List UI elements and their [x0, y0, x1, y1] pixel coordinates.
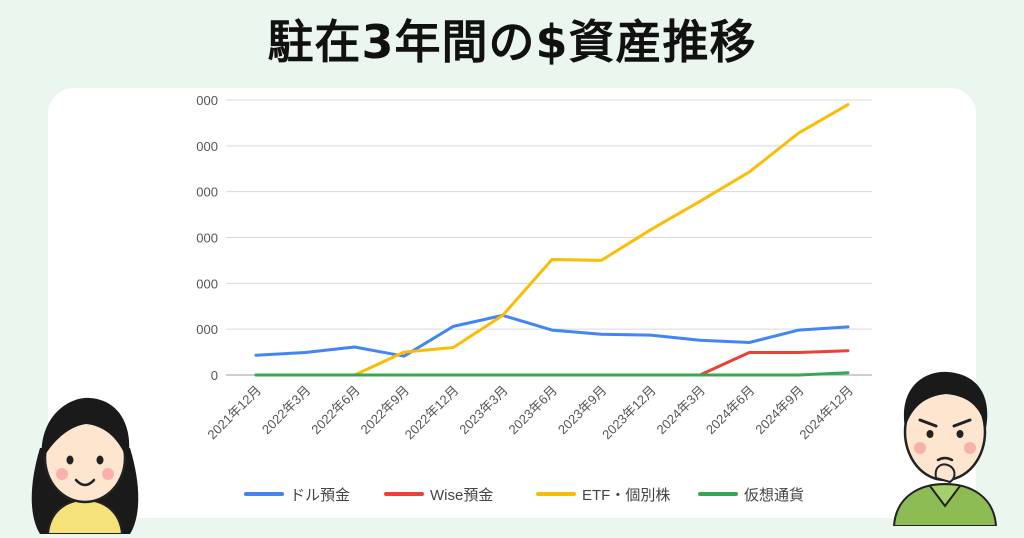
x-tick-label: 2022年12月	[402, 383, 462, 443]
man-collar	[929, 485, 961, 508]
x-tick-label: 2021年12月	[204, 383, 264, 443]
woman-eye-right	[96, 455, 104, 465]
x-tick-label: 2023年12月	[599, 383, 659, 443]
series-line-1	[698, 349, 850, 377]
legend-label: ドル預金	[290, 487, 350, 504]
series-line-2	[353, 103, 850, 377]
page-title: 駐在3年間の$資産推移	[267, 15, 757, 69]
y-tick-label: 0	[211, 368, 218, 383]
y-tick-label: 000	[196, 276, 218, 291]
man-hand	[934, 463, 956, 484]
woman-mouth	[74, 478, 96, 487]
man-brow-left	[918, 418, 938, 428]
woman-eye-left	[66, 455, 74, 465]
y-tick-label: 000	[196, 322, 218, 337]
man-brow-right	[952, 418, 972, 428]
y-tick-label: 000	[196, 185, 218, 200]
man-cheek-left	[914, 442, 926, 454]
series-line-3	[254, 371, 850, 377]
chart-card: 0 000 000 000 000 000 000 2021年12月 2022年3月 2022年…	[48, 88, 976, 518]
woman-avatar	[31, 397, 139, 534]
woman-cheek-right	[102, 468, 114, 480]
x-tick-label: 2024年6月	[703, 383, 758, 438]
legend-label: 仮想通貨	[744, 487, 804, 504]
man-hair	[903, 371, 988, 428]
man-avatar	[892, 371, 998, 526]
x-tick-label: 2022年3月	[259, 383, 314, 438]
legend-label: ETF・個別株	[582, 487, 670, 504]
x-tick-label: 2022年6月	[308, 383, 363, 438]
y-tick-label: 000	[196, 231, 218, 246]
x-tick-label: 2023年6月	[506, 383, 561, 438]
woman-hair-top	[41, 397, 130, 462]
x-tick-label: 2023年3月	[456, 383, 511, 438]
woman-cheek-left	[56, 468, 68, 480]
y-tick-label: 000	[196, 139, 218, 154]
man-mouth	[936, 456, 954, 462]
series-line-0	[254, 313, 850, 358]
man-eye-left	[926, 430, 934, 438]
x-tick-label: 2024年3月	[654, 383, 709, 438]
x-tick-label: 2024年12月	[796, 383, 856, 443]
man-cheek-right	[964, 442, 976, 454]
y-tick-label: 000	[196, 93, 218, 108]
man-eye-right	[956, 430, 964, 438]
legend-label: Wise預金	[430, 487, 493, 504]
